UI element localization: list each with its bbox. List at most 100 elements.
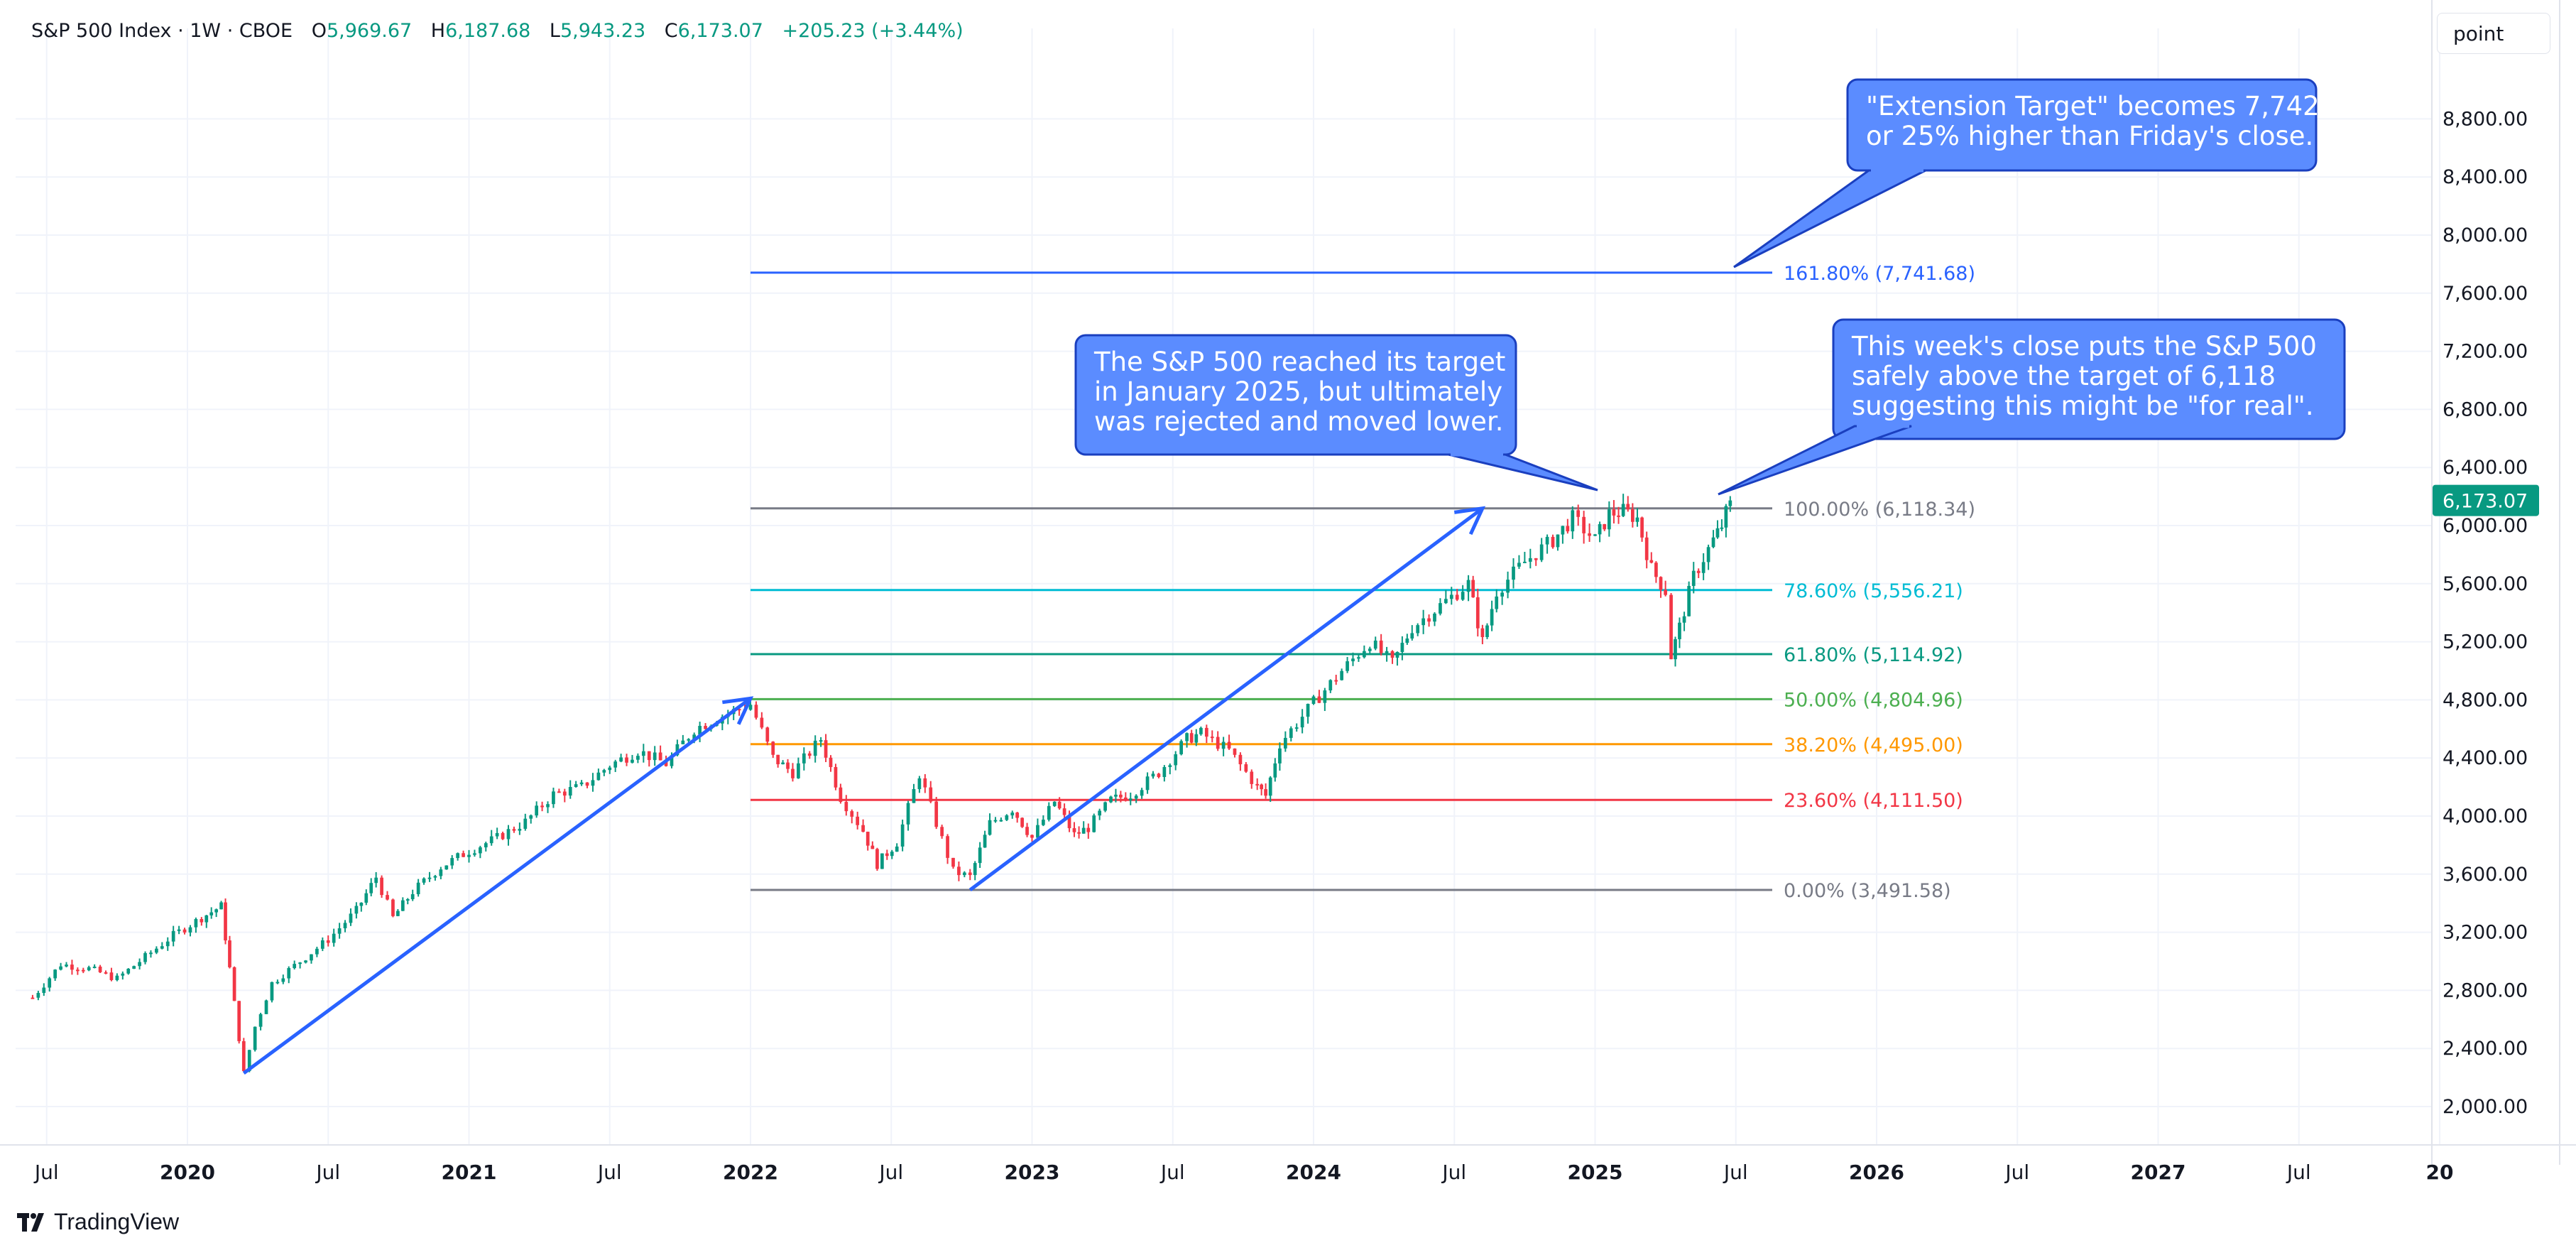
candle-body [224,902,227,941]
candle [188,925,192,937]
candle-body [850,811,854,817]
candle [1168,763,1172,775]
callout-tail [1718,425,1912,496]
candle [968,869,972,881]
candle [568,780,572,799]
candle [462,850,465,857]
candle [1260,783,1264,795]
legend-symbol[interactable]: S&P 500 Index · 1W · CBOE [31,20,293,42]
candle [1640,516,1644,542]
candle [1556,534,1560,551]
scale-mode-label: point [2453,21,2504,45]
candle [529,814,533,824]
candle [155,946,158,955]
candle-body [1461,592,1465,600]
candle-body [1174,754,1178,766]
candle [1010,810,1015,819]
candle-body [369,883,373,893]
candle-body [209,912,214,916]
time-axis-tick-label: 2027 [2131,1161,2186,1184]
candle [1057,797,1061,810]
candle-body [506,829,511,840]
callout-this-week[interactable]: This week's close puts the S&P 500safely… [1718,318,2346,496]
candle-body [1368,648,1372,651]
candle [1566,518,1570,534]
candle [1528,548,1532,569]
candle [540,801,544,812]
candle [1471,575,1475,598]
candle-body [1528,558,1532,562]
candle [149,950,153,958]
candle [450,854,454,869]
candle-body [1140,790,1144,796]
candle-body [473,853,476,855]
candle [1631,503,1634,528]
candle-body [1123,797,1128,800]
candle [1400,636,1404,661]
candle-body [1227,741,1231,749]
candle [1649,552,1654,564]
candle [596,768,601,781]
candle-body [1047,805,1051,820]
candle [900,819,905,852]
candle [326,935,330,947]
candle [1363,645,1366,659]
candle-body [456,853,460,859]
candle [698,722,702,742]
last-price-bg [2433,484,2539,516]
candle [1162,765,1167,782]
candle-body [1199,727,1203,734]
fib-level-label: 161.80% (7,741.68) [1784,263,1975,285]
time-axis-tick-label: 2024 [1286,1161,1341,1184]
candle [416,879,420,897]
candle [1216,731,1220,751]
candle [182,928,187,935]
candle-body [1278,748,1282,764]
candle [1233,748,1237,758]
candle-body [880,853,884,869]
callout-text-line: "Extension Target" becomes 7,742 [1866,91,2320,121]
candle [861,819,865,832]
candle-body [523,818,528,829]
candle-body [687,739,691,741]
price-axis-tick-label: 8,400.00 [2443,166,2528,188]
price-axis-tick-label: 7,600.00 [2443,283,2528,305]
candle [1500,590,1505,605]
candle-body [165,941,170,947]
candle-body [552,791,555,805]
candle [636,753,640,764]
candle [1174,751,1178,771]
candle-body [608,767,612,771]
candle [501,831,505,840]
candle-body [495,832,499,837]
tradingview-logo[interactable]: TradingView [17,1209,179,1235]
candle [1123,792,1128,802]
candle-body [427,877,432,879]
candle-body [946,836,949,858]
candle-body [1551,536,1555,548]
candle-body [829,757,833,767]
candle [1664,580,1667,597]
candle [813,735,817,763]
candle [422,877,426,885]
candle [1475,588,1480,637]
candle [1416,623,1420,636]
candle-body [214,909,219,913]
candle [1204,724,1208,744]
candle [934,797,939,830]
scale-mode-button[interactable]: point [2437,13,2550,54]
candle-body [237,1001,241,1041]
candle-body [1109,796,1113,803]
candle [400,897,405,911]
candle-body [264,1000,268,1014]
candle-body [1052,801,1057,806]
candle-body [834,766,838,788]
candle-body [875,849,879,869]
candle-body [354,906,359,914]
time-axis-tick-label: Jul [33,1161,59,1184]
candle [1047,802,1051,822]
